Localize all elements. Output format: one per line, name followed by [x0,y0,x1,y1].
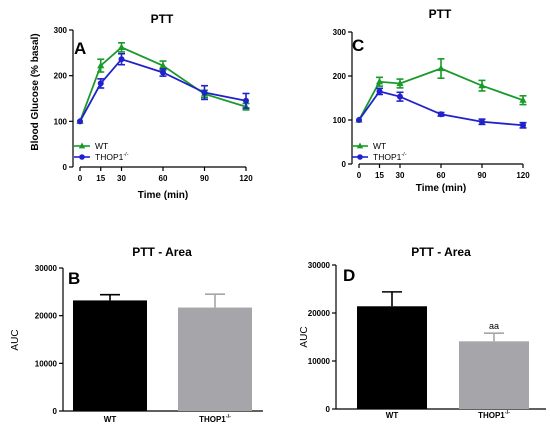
panel-d: PTT - Area D 0 10000 20000 30000 AUC WT THOP1-/-… [299,245,546,420]
x-axis-label: Time (min) [138,190,188,201]
y-tick-label: 300 [54,26,68,35]
x-tick-label: 30 [396,171,405,180]
legend-marker [357,154,363,160]
data-point [519,96,527,103]
legend-label-superscript: -/- [123,152,128,158]
y-tick-label: 200 [54,72,68,81]
y-axis-label: AUC [10,329,21,350]
data-point [478,81,486,89]
y-tick-label: 0 [53,407,58,416]
panel-label: D [343,266,355,285]
series-line [79,46,247,122]
x-tick-label: 60 [437,171,446,180]
data-point [376,88,383,95]
x-tick-label: 30 [117,174,126,183]
data-point [437,64,445,72]
x-axis-label: Time (min) [416,183,466,194]
legend-label-superscript: -/- [401,152,406,158]
x-tick-label: 0 [357,171,362,180]
bar [357,306,427,409]
category-label: WT [104,415,117,424]
series-thop1: THOP1-/- [74,52,250,162]
y-axis-label: Blood Glucose (% basal) [30,33,41,150]
y-tick-label: 0 [342,160,347,169]
legend-label: WT [95,141,108,151]
panel-label: A [74,39,86,58]
data-point [479,118,485,125]
panel-a: PTT A 0 100 200 300 0 15 30 60 90 120 Time (min) Bloo… [30,12,253,201]
legend-label: WT [373,141,386,151]
series-wt: WT [352,58,527,151]
data-point [438,111,444,118]
bar [178,307,252,411]
legend-marker [79,154,85,160]
data-point [356,117,362,123]
x-tick-label: 15 [375,171,384,180]
bar [73,300,147,411]
category-label: THOP1-/- [478,410,510,420]
data-point [97,61,105,69]
series-line [79,58,247,122]
data-point [201,89,208,96]
category-label-superscript: -/- [226,414,231,420]
data-point [520,122,526,129]
y-tick-label: 0 [326,405,331,414]
x-tick-label: 90 [478,171,487,180]
series-thop1: THOP1-/- [352,87,527,162]
panel-label: B [68,269,80,288]
x-tick-label: 90 [200,174,209,183]
series-line [358,90,524,127]
y-tick-label: 0 [63,163,68,172]
bar [459,341,529,409]
y-tick-label: 30000 [308,261,331,270]
legend-label: THOP1-/- [95,152,129,162]
legend-marker [78,142,86,149]
data-point [159,61,167,69]
y-tick-label: 10000 [308,357,331,366]
y-tick-label: 100 [54,117,68,126]
y-tick-label: 20000 [308,309,331,318]
data-point [118,56,125,63]
panel-b: PTT - Area B 0 10000 20000 30000 AUC WT THOP1-/- [10,245,263,424]
x-tick-label: 120 [516,171,530,180]
panel-label: C [352,36,364,55]
chart-title: PTT - Area [132,245,192,259]
x-tick-label: 15 [96,174,105,183]
chart-title: PTT - Area [411,245,471,259]
data-point [375,77,384,85]
y-tick-label: 300 [333,28,347,37]
y-tick-label: 20000 [35,312,58,321]
y-tick-label: 10000 [35,359,58,368]
category-label: THOP1-/- [199,414,231,424]
y-tick-label: 200 [333,72,347,81]
data-point [160,69,166,76]
x-tick-label: 120 [239,174,253,183]
legend-marker [356,142,364,149]
x-tick-label: 0 [78,174,83,183]
significance-annotation: aa [489,321,499,331]
data-point [243,97,249,104]
data-point [397,93,403,100]
data-point [396,79,404,87]
data-point [77,118,83,125]
category-label: WT [386,411,399,420]
category-label-superscript: -/- [505,410,510,416]
panel-c: PTT C 0 100 200 300 0 15 30 60 90 120 Time (min) WTTH… [333,7,531,194]
x-tick-label: 60 [159,174,168,183]
y-tick-label: 30000 [35,264,58,273]
y-tick-label: 100 [333,116,347,125]
legend-label: THOP1-/- [373,152,407,162]
data-point [117,43,126,50]
data-point [97,80,104,87]
chart-title: PTT [151,12,174,26]
chart-title: PTT [429,7,452,21]
y-axis-label: AUC [299,326,310,347]
